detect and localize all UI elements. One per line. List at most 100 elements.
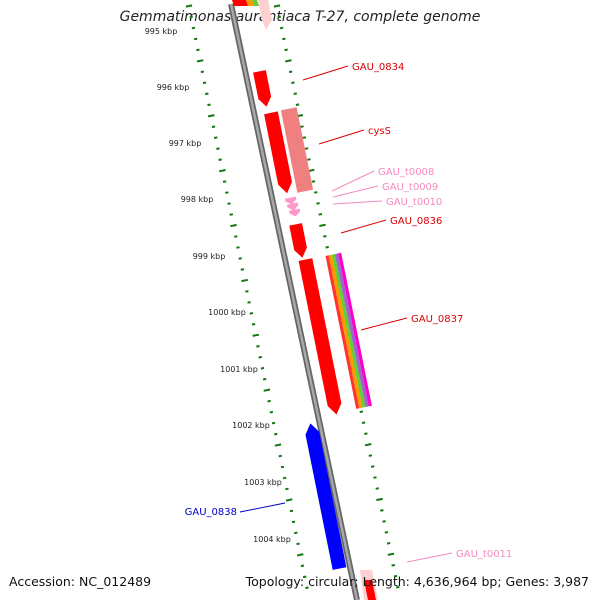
gene-label: GAU_t0009	[382, 182, 438, 193]
minor-tick	[218, 158, 222, 161]
minor-tick	[288, 70, 293, 74]
minor-tick	[302, 575, 307, 579]
minor-tick	[391, 563, 396, 567]
label-leader-line	[239, 502, 286, 513]
accession-text: Accession: NC_012489	[9, 574, 152, 589]
label-leader-line	[340, 219, 387, 234]
minor-tick	[193, 37, 198, 41]
minor-tick	[368, 454, 373, 457]
minor-tick	[207, 103, 211, 107]
minor-tick	[189, 15, 193, 19]
minor-tick	[370, 465, 375, 468]
minor-tick	[278, 454, 283, 458]
minor-tick	[291, 520, 296, 524]
trna-feature	[288, 208, 301, 217]
minor-tick	[196, 48, 200, 52]
major-tick	[207, 114, 215, 118]
feature-band	[328, 254, 363, 409]
trna-feature	[286, 202, 299, 211]
backbone	[228, 3, 360, 600]
kbp-tick-label: 1004 kbp	[253, 535, 291, 544]
minor-tick	[227, 202, 231, 205]
minor-tick	[300, 125, 304, 128]
gene-label: cysS	[368, 126, 391, 137]
gene-label: GAU_t0011	[456, 549, 512, 560]
minor-tick	[271, 421, 276, 425]
major-tick	[196, 59, 204, 63]
gene-label: GAU_0837	[411, 314, 463, 325]
minor-tick	[234, 235, 238, 238]
major-tick	[296, 553, 304, 557]
minor-tick	[359, 410, 364, 414]
minor-tick	[380, 509, 384, 512]
kbp-ruler: 995 kbp 996 kbp 997 kbp 998 kbp 999 kbp 1000 …	[145, 4, 400, 590]
gene-features	[232, 0, 378, 600]
minor-tick	[373, 476, 377, 479]
minor-tick	[316, 202, 320, 205]
gene-label: GAU_0838	[185, 507, 237, 518]
minor-tick	[300, 564, 305, 568]
major-tick	[285, 59, 292, 63]
minor-tick	[325, 245, 329, 249]
kbp-tick-label: 999 kbp	[193, 252, 226, 261]
minor-tick	[274, 432, 278, 436]
major-tick	[274, 443, 282, 447]
minor-tick	[269, 410, 274, 414]
label-leader-line	[360, 317, 408, 331]
kbp-tick-label: 997 kbp	[169, 139, 202, 148]
minor-tick	[304, 147, 309, 150]
gene-gau-0836	[289, 223, 307, 258]
feature-band	[325, 255, 360, 409]
minor-tick	[375, 487, 379, 490]
minor-tick	[247, 301, 251, 304]
major-tick	[218, 169, 226, 173]
minor-tick	[296, 542, 300, 546]
major-tick	[273, 4, 281, 8]
minor-tick	[222, 180, 227, 183]
minor-tick	[302, 136, 307, 139]
kbp-tick-label: 996 kbp	[157, 83, 190, 92]
minor-tick	[240, 268, 245, 271]
minor-tick	[294, 531, 298, 535]
minor-tick	[396, 585, 400, 589]
minor-tick	[295, 103, 300, 106]
backbone-highlight	[229, 3, 359, 600]
kbp-tick-label: 1002 kbp	[232, 421, 270, 430]
partial-band-top	[246, 0, 254, 6]
gene-label: GAU_0834	[352, 62, 404, 73]
inner-ruler-track	[185, 4, 309, 590]
gene-gau-0837	[298, 258, 342, 415]
minor-tick	[386, 542, 391, 545]
minor-tick	[260, 366, 265, 370]
kbp-tick-label: 1000 kbp	[208, 308, 246, 317]
minor-tick	[249, 312, 254, 315]
partial-band-top	[252, 0, 259, 6]
minor-tick	[382, 520, 386, 523]
minor-tick	[216, 147, 220, 150]
gene-gau-0835	[264, 111, 292, 194]
trna-feature	[284, 196, 297, 205]
genome-summary-text: Topology: circular; Length: 4,636,964 bp…	[245, 574, 589, 589]
minor-tick	[262, 377, 267, 381]
major-tick	[285, 498, 293, 502]
minor-tick	[291, 81, 295, 85]
feature-band	[338, 252, 372, 407]
label-leader-line	[318, 129, 365, 145]
minor-tick	[293, 92, 297, 95]
major-tick	[252, 333, 260, 337]
gene-label: GAU_t0010	[386, 197, 442, 208]
kbp-tick-label: 995 kbp	[145, 27, 178, 36]
minor-tick	[282, 476, 287, 480]
gene-label: GAU_t0008	[378, 167, 434, 178]
minor-tick	[202, 81, 207, 85]
minor-tick	[311, 180, 316, 183]
minor-tick	[289, 509, 294, 513]
minor-tick	[364, 432, 368, 435]
label-leader-line	[331, 170, 375, 192]
minor-tick	[205, 92, 209, 96]
partial-gene-top	[232, 0, 248, 6]
minor-tick	[393, 574, 398, 578]
kbp-tick-label: 1001 kbp	[220, 365, 258, 374]
feature-band	[331, 254, 366, 408]
